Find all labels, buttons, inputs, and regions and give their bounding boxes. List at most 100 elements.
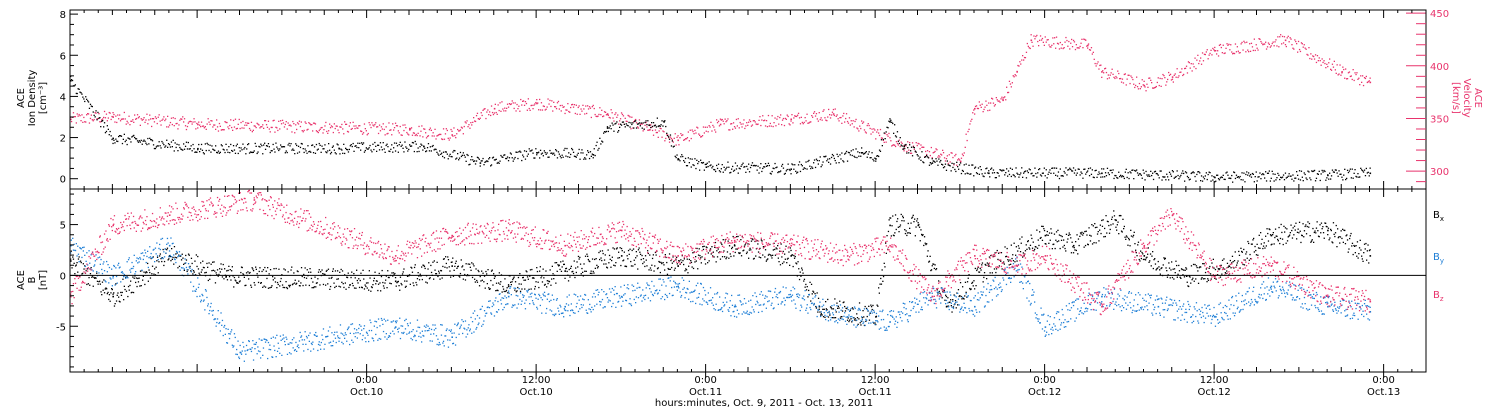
velocity-point (764, 119, 766, 121)
velocity-point (76, 113, 78, 115)
velocity-point (445, 128, 447, 130)
density-point (555, 149, 557, 151)
velocity-point (1297, 40, 1300, 43)
bx-point (1302, 223, 1304, 225)
bx-point (209, 278, 211, 280)
bx-point (157, 272, 159, 274)
bx-point (564, 277, 566, 279)
bx-point (721, 243, 723, 246)
bx-point (77, 271, 79, 273)
velocity-point (553, 101, 555, 103)
bx-point (707, 262, 709, 264)
velocity-point (318, 129, 320, 132)
density-point (556, 157, 559, 159)
velocity-point (941, 154, 943, 156)
velocity-point (1200, 63, 1203, 65)
density-point (571, 147, 573, 150)
bx-point (1140, 250, 1142, 252)
bx-point (247, 271, 249, 273)
bx-point (455, 260, 457, 262)
by-point (196, 295, 198, 298)
by-point (243, 360, 245, 362)
bx-point (78, 256, 80, 258)
bx-point (596, 267, 599, 269)
velocity-point (515, 110, 517, 112)
density-point (528, 148, 530, 150)
bx-point (555, 282, 557, 284)
velocity-point (614, 113, 616, 116)
velocity-point (421, 125, 423, 127)
velocity-point (885, 141, 887, 143)
density-point (1320, 173, 1322, 175)
bx-point (262, 286, 264, 288)
velocity-point (1112, 73, 1114, 75)
velocity-point (95, 112, 97, 114)
bx-point (787, 257, 789, 259)
density-point (847, 151, 850, 154)
bx-point (131, 291, 133, 293)
bx-point (241, 266, 243, 269)
bx-point (1104, 227, 1106, 230)
density-point (1045, 169, 1047, 171)
bx-point (767, 254, 770, 256)
velocity-point (1023, 59, 1025, 61)
bx-point (1032, 241, 1034, 243)
density-point (167, 146, 169, 148)
density-point (107, 128, 109, 130)
velocity-point (1345, 68, 1347, 70)
bx-point (623, 259, 625, 261)
density-point (881, 145, 883, 147)
bx-point (470, 269, 472, 271)
velocity-point (702, 126, 705, 128)
velocity-point (675, 144, 677, 146)
velocity-point (522, 100, 524, 102)
bx-point (458, 275, 460, 277)
by-point (92, 270, 94, 272)
bx-point (450, 276, 452, 278)
velocity-point (700, 136, 703, 138)
velocity-point (978, 101, 980, 103)
by-point (130, 271, 132, 273)
velocity-point (135, 117, 138, 120)
density-point (1039, 168, 1041, 170)
density-point (420, 143, 422, 145)
density-point (1223, 178, 1225, 180)
by-point (221, 319, 224, 322)
bx-point (1363, 252, 1365, 254)
density-point (579, 158, 581, 160)
bx-point (524, 288, 526, 290)
by-point (133, 254, 135, 256)
velocity-point (1120, 81, 1123, 83)
bx-point (1234, 251, 1236, 253)
velocity-point (333, 123, 335, 125)
bx-point (864, 305, 866, 308)
velocity-point (248, 127, 251, 130)
density-point (506, 156, 509, 158)
bx-point (901, 220, 903, 222)
bx-point (1076, 234, 1078, 236)
density-point (713, 168, 715, 171)
by-point (144, 249, 146, 251)
velocity-point (115, 115, 117, 117)
density-point (115, 138, 117, 140)
density-point (1152, 178, 1155, 181)
velocity-point (172, 117, 174, 119)
velocity-point (869, 127, 871, 130)
bx-point (944, 299, 946, 301)
by-point (138, 261, 140, 263)
density-point (1339, 173, 1341, 175)
velocity-point (1361, 81, 1363, 83)
bx-point (763, 246, 765, 248)
bx-point (561, 266, 563, 268)
velocity-point (810, 121, 812, 123)
velocity-point (474, 120, 477, 123)
density-point (1225, 172, 1227, 174)
velocity-point (603, 111, 606, 113)
density-point (103, 122, 106, 124)
density-point (1279, 178, 1281, 181)
density-point (199, 151, 201, 153)
bx-point (696, 247, 698, 250)
bx-point (428, 262, 430, 264)
bx-point (786, 258, 789, 260)
bx-point (264, 286, 267, 288)
